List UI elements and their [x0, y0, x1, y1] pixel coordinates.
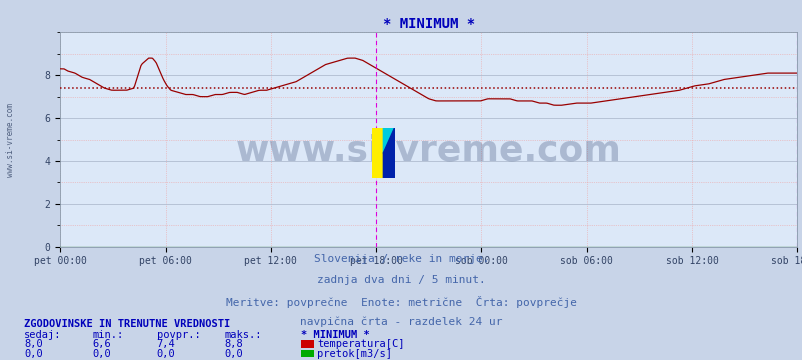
Text: 0,0: 0,0	[156, 349, 175, 359]
Polygon shape	[383, 153, 394, 178]
Text: 6,6: 6,6	[92, 339, 111, 350]
Polygon shape	[371, 128, 383, 178]
Text: pretok[m3/s]: pretok[m3/s]	[317, 349, 391, 359]
Text: www.si-vreme.com: www.si-vreme.com	[6, 103, 15, 177]
Text: 8,8: 8,8	[225, 339, 243, 350]
Text: 0,0: 0,0	[225, 349, 243, 359]
Text: 0,0: 0,0	[24, 349, 43, 359]
Text: 7,4: 7,4	[156, 339, 175, 350]
Text: povpr.:: povpr.:	[156, 330, 200, 341]
Text: temperatura[C]: temperatura[C]	[317, 339, 404, 350]
Text: 8,0: 8,0	[24, 339, 43, 350]
Text: Meritve: povprečne  Enote: metrične  Črta: povprečje: Meritve: povprečne Enote: metrične Črta:…	[225, 296, 577, 307]
Title: * MINIMUM *: * MINIMUM *	[383, 17, 474, 31]
Polygon shape	[371, 128, 383, 178]
Text: www.si-vreme.com: www.si-vreme.com	[236, 133, 621, 167]
Text: 0,0: 0,0	[92, 349, 111, 359]
Text: sedaj:: sedaj:	[24, 330, 62, 341]
Text: min.:: min.:	[92, 330, 124, 341]
Polygon shape	[383, 128, 394, 178]
Text: navpična črta - razdelek 24 ur: navpična črta - razdelek 24 ur	[300, 316, 502, 327]
Text: * MINIMUM *: * MINIMUM *	[301, 330, 370, 341]
Text: ZGODOVINSKE IN TRENUTNE VREDNOSTI: ZGODOVINSKE IN TRENUTNE VREDNOSTI	[24, 319, 230, 329]
Text: zadnja dva dni / 5 minut.: zadnja dva dni / 5 minut.	[317, 275, 485, 285]
Text: Slovenija / reke in morje.: Slovenija / reke in morje.	[314, 254, 488, 264]
Polygon shape	[383, 128, 394, 153]
Text: maks.:: maks.:	[225, 330, 262, 341]
